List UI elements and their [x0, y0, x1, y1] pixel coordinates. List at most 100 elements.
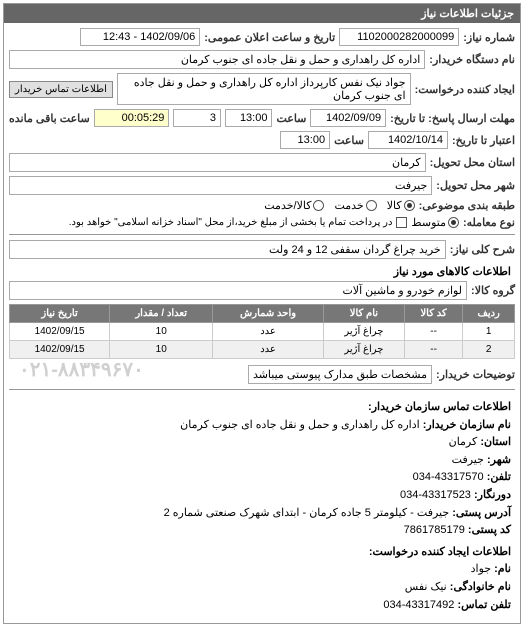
label-desc: شرح کلی نیاز: — [450, 243, 515, 256]
th-date: تاریخ نیاز — [10, 305, 110, 323]
table-row: 2 -- چراغ آژیر عدد 10 1402/09/15 — [10, 341, 515, 359]
val-alt: 43317523-034 — [400, 489, 471, 501]
radio-service-item[interactable]: خدمت — [334, 199, 376, 212]
field-buyer-org: اداره کل راهداری و حمل و نقل جاده ای جنو… — [9, 50, 425, 69]
field-province: کرمان — [9, 153, 426, 172]
panel-title: جزئیات اطلاعات نیاز — [4, 4, 520, 23]
lbl-org-name: نام سازمان خریدار: — [423, 419, 511, 431]
label-remaining: ساعت باقی مانده — [9, 112, 90, 125]
field-city: جیرفت — [9, 176, 432, 195]
row-validity: اعتبار تا تاریخ: 1402/10/14 ساعت 13:00 — [9, 131, 515, 149]
label-validity: اعتبار تا تاریخ: — [452, 134, 515, 147]
cell-idx: 1 — [463, 323, 515, 341]
row-category: طبقه بندی موضوعی: کالا خدمت کالا/خدمت — [9, 199, 515, 212]
val-prov: کرمان — [449, 436, 478, 448]
label-province: استان محل تحویل: — [430, 156, 515, 169]
val-org-name: اداره کل راهداری و حمل و نقل جاده ای جنو… — [180, 419, 419, 431]
panel-body: شماره نیاز: 1102000282000099 تاریخ و ساع… — [4, 23, 520, 623]
row-requester: ایجاد کننده درخواست: جواد نیک نفس کارپرد… — [9, 73, 515, 105]
field-valid-date: 1402/10/14 — [368, 131, 448, 149]
field-desc: خرید چراغ گردان سقفی 12 و 24 ولت — [9, 240, 446, 259]
cell-name: چراغ آژیر — [323, 323, 404, 341]
radio-wage-item[interactable]: کالا/خدمت — [264, 199, 324, 212]
cell-unit: عدد — [213, 323, 324, 341]
cell-idx: 2 — [463, 341, 515, 359]
field-resp-date: 1402/09/09 — [310, 109, 386, 127]
cell-date: 1402/09/15 — [10, 323, 110, 341]
lbl-prov: استان: — [480, 436, 511, 448]
contact-info-block: اطلاعات تماس سازمان خریدار: نام سازمان خ… — [9, 395, 515, 618]
label-buyer-org: نام دستگاه خریدار: — [429, 53, 515, 66]
main-panel: جزئیات اطلاعات نیاز شماره نیاز: 11020002… — [3, 3, 521, 624]
cell-qty: 10 — [110, 341, 213, 359]
watermark-text: ۰۲۱-۸۸۳۴۹۶۷۰ — [19, 357, 144, 382]
lbl-city: شهر: — [487, 454, 511, 466]
th-unit: واحد شمارش — [213, 305, 324, 323]
val-addr: جیرفت - کیلومتر 5 جاده کرمان - ابتدای شه… — [164, 507, 450, 519]
contact-link-button[interactable]: اطلاعات تماس خریدار — [9, 81, 113, 98]
goods-info-title: اطلاعات کالاهای مورد نیاز — [13, 265, 511, 278]
requester-section-title: اطلاعات ایجاد کننده درخواست: — [369, 546, 511, 558]
radio-service — [366, 200, 377, 211]
label-category: طبقه بندی موضوعی: — [419, 199, 515, 212]
lbl-addr: آدرس پستی: — [452, 507, 511, 519]
lbl-alt: دورنگار: — [474, 489, 511, 501]
divider-2 — [9, 389, 515, 390]
deal-note: در پرداخت تمام یا بخشی از مبلغ خرید،از م… — [69, 217, 393, 228]
th-code: کد کالا — [404, 305, 462, 323]
radio-goods-label: کالا — [387, 199, 402, 212]
label-requester: ایجاد کننده درخواست: — [415, 83, 515, 96]
label-deadline: مهلت ارسال پاسخ: تا تاریخ: — [390, 112, 515, 125]
lbl-lname: نام خانوادگی: — [450, 581, 511, 593]
checkbox-treasury[interactable] — [396, 217, 407, 228]
row-city: شهر محل تحویل: جیرفت — [9, 176, 515, 195]
lbl-tel: تلفن: — [487, 471, 511, 483]
field-resp-count: 3 — [173, 109, 221, 127]
th-row: ردیف — [463, 305, 515, 323]
row-province: استان محل تحویل: کرمان — [9, 153, 515, 172]
val-lname: نیک نفس — [405, 581, 447, 593]
field-valid-time: 13:00 — [280, 131, 330, 149]
field-number: 1102000282000099 — [339, 28, 459, 46]
label-hour2: ساعت — [334, 134, 364, 147]
label-goods-group: گروه کالا: — [471, 284, 515, 297]
label-hour1: ساعت — [276, 112, 306, 125]
label-number: شماره نیاز: — [463, 31, 515, 44]
radio-wage — [313, 200, 324, 211]
cell-qty: 10 — [110, 323, 213, 341]
contact-section-title: اطلاعات تماس سازمان خریدار: — [368, 401, 511, 413]
field-resp-time: 13:00 — [225, 109, 273, 127]
radio-goods-item[interactable]: کالا — [387, 199, 415, 212]
radio-medium-label: متوسط — [411, 216, 446, 229]
field-announce: 1402/09/06 - 12:43 — [80, 28, 200, 46]
label-city: شهر محل تحویل: — [436, 179, 515, 192]
row-goods-group: گروه کالا: لوازم خودرو و ماشین آلات — [9, 281, 515, 300]
radio-medium — [448, 217, 459, 228]
row-deal-type: نوع معامله: متوسط در پرداخت تمام یا بخشی… — [9, 216, 515, 229]
val-req-tel: 43317492-034 — [383, 599, 454, 611]
val-postal: 7861785179 — [404, 524, 465, 536]
label-deal-type: نوع معامله: — [463, 216, 515, 229]
cell-unit: عدد — [213, 341, 324, 359]
th-qty: تعداد / مقدار — [110, 305, 213, 323]
radio-medium-item[interactable]: متوسط — [411, 216, 459, 229]
goods-table: ردیف کد کالا نام کالا واحد شمارش تعداد /… — [9, 304, 515, 359]
radio-goods — [404, 200, 415, 211]
row-desc: شرح کلی نیاز: خرید چراغ گردان سقفی 12 و … — [9, 240, 515, 259]
row-number: شماره نیاز: 1102000282000099 تاریخ و ساع… — [9, 28, 515, 46]
radio-wage-label: کالا/خدمت — [264, 199, 311, 212]
label-buyer-notes: توضیحات خریدار: — [436, 368, 515, 381]
lbl-postal: کد پستی: — [468, 524, 511, 536]
table-row: 1 -- چراغ آژیر عدد 10 1402/09/15 — [10, 323, 515, 341]
field-remaining: 00:05:29 — [94, 109, 170, 127]
th-name: نام کالا — [323, 305, 404, 323]
field-goods-group: لوازم خودرو و ماشین آلات — [9, 281, 467, 300]
field-buyer-notes: مشخصات طبق مدارک پیوستی میباشد — [248, 365, 432, 384]
row-buyer-org: نام دستگاه خریدار: اداره کل راهداری و حم… — [9, 50, 515, 69]
val-tel: 43317570-034 — [413, 471, 484, 483]
cell-date: 1402/09/15 — [10, 341, 110, 359]
val-city: جیرفت — [452, 454, 484, 466]
label-announce: تاریخ و ساعت اعلان عمومی: — [204, 31, 335, 44]
field-requester: جواد نیک نفس کارپرداز اداره کل راهداری و… — [117, 73, 411, 105]
lbl-req-tel: تلفن تماس: — [457, 599, 511, 611]
